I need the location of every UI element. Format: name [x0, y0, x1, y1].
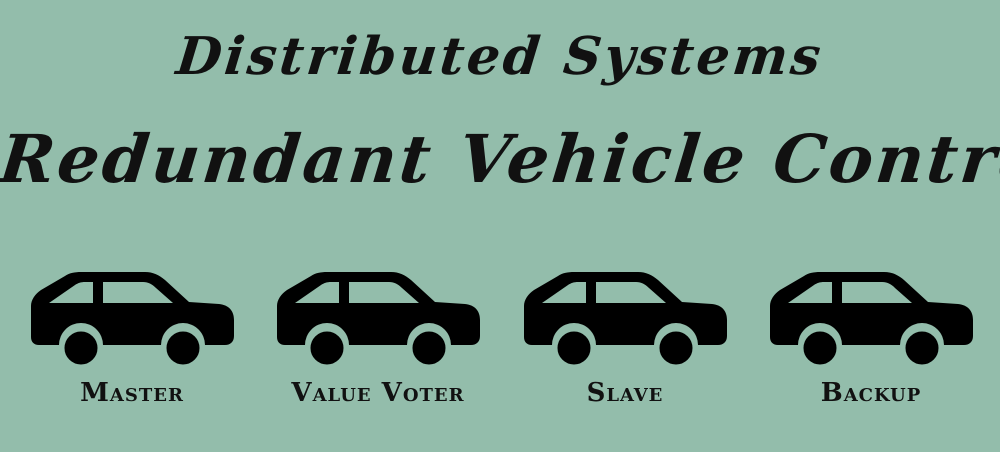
vehicle-value-voter: Value Voter [273, 270, 483, 420]
vehicle-label: Slave [586, 378, 664, 408]
vehicle-label: Value Voter [291, 378, 465, 408]
car-icon [277, 272, 480, 370]
vehicle-label: Backup [820, 378, 922, 408]
subject-title: Distributed Systems [173, 26, 827, 87]
car-icon [31, 272, 234, 370]
topic-title: Redundant Vehicle Control [0, 120, 1000, 198]
vehicle-slave: Slave [520, 270, 730, 420]
vehicle-label: Master [80, 378, 184, 408]
vehicle-backup: Backup [766, 270, 976, 420]
car-icon [524, 272, 727, 370]
car-icon [770, 272, 973, 370]
vehicle-master: Master [27, 270, 237, 420]
